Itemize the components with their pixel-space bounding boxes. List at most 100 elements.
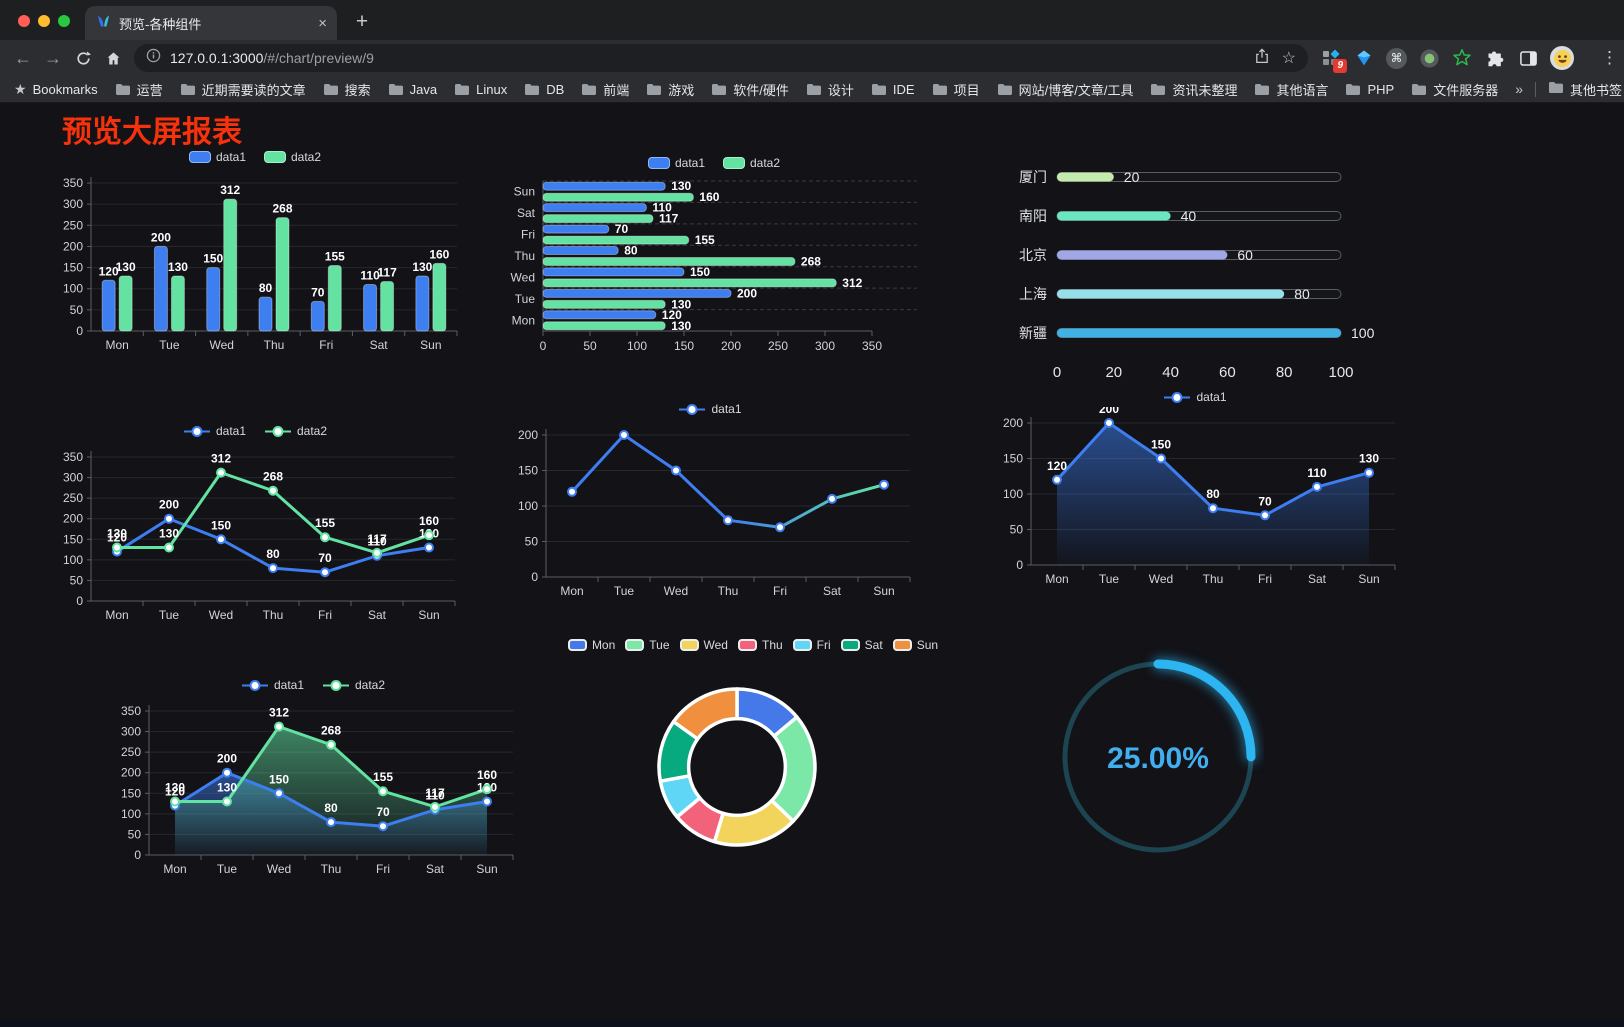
legend-item-data2[interactable]: data2	[264, 424, 327, 438]
forward-icon[interactable]: →	[44, 47, 62, 68]
other-bookmarks[interactable]: 其他书签	[1548, 80, 1622, 99]
chart-line-gradient[interactable]: data1 0 50 100 150 200 Mon Tue Wed Thu Fri Sat Sun	[500, 399, 920, 611]
bookmark-folder[interactable]: 软件/硬件	[711, 80, 789, 99]
legend-item-Sun[interactable]: Sun	[892, 638, 938, 652]
chart-line-area[interactable]: data1 0 50 100 150 200 Mon Tue Wed Thu Fri Sat Sun 1…	[985, 387, 1405, 599]
folder-icon	[1255, 83, 1270, 95]
tab-close-icon[interactable]: ×	[318, 14, 327, 32]
legend-item-data2[interactable]: data2	[723, 156, 780, 170]
extension-record-icon[interactable]	[1418, 47, 1440, 69]
legend-item-Thu[interactable]: Thu	[737, 638, 783, 652]
chart-canvas[interactable]: 0 50 100 150 200 250 300 350 Mon Tue Wed Thu Fri Sat S…	[45, 441, 465, 633]
bookmark-folder[interactable]: 近期需要读的文章	[180, 80, 306, 99]
bookmark-folder[interactable]: 项目	[932, 80, 980, 99]
close-window-icon[interactable]	[18, 15, 30, 27]
svg-text:Thu: Thu	[263, 608, 284, 622]
svg-text:250: 250	[63, 491, 83, 505]
chart-canvas[interactable]	[558, 655, 948, 873]
back-icon[interactable]: ←	[14, 47, 32, 68]
svg-text:70: 70	[1258, 494, 1272, 508]
maximize-window-icon[interactable]	[58, 15, 70, 27]
chart-progress-bars[interactable]: 厦门 20 南阳 40 北京 60 上海 80 新疆 100 0 20 40 60 80 100	[995, 151, 1395, 389]
legend-item-data1[interactable]: data1	[1163, 390, 1227, 404]
side-panel-icon[interactable]	[1517, 47, 1539, 69]
svg-text:Mon: Mon	[1045, 572, 1068, 586]
legend-item-Tue[interactable]: Tue	[625, 638, 670, 652]
folder-icon	[806, 83, 821, 95]
legend-item-data1[interactable]: data1	[678, 402, 742, 416]
extension-command-icon[interactable]: ⌘	[1386, 47, 1407, 69]
extension-grid-icon[interactable]: 9	[1320, 47, 1347, 73]
legend-item-data2[interactable]: data2	[264, 150, 321, 164]
reload-icon[interactable]	[68, 43, 98, 73]
svg-text:Fri: Fri	[521, 228, 535, 242]
chart-canvas[interactable]: 厦门 20 南阳 40 北京 60 上海 80 新疆 100 0 20 40 60 80 100	[995, 151, 1395, 389]
chart-area-two-series[interactable]: data1 data2 0 50 100 150 200 250 300 350 Mon Tue We…	[103, 675, 523, 889]
svg-text:Sat: Sat	[368, 608, 387, 622]
svg-text:350: 350	[63, 176, 83, 190]
legend-item-data1[interactable]: data1	[647, 156, 705, 170]
profile-avatar[interactable]	[1550, 46, 1574, 70]
svg-text:200: 200	[1099, 407, 1119, 416]
chart-gauge[interactable]: 25.00%	[1052, 647, 1264, 865]
bookmark-folder[interactable]: 前端	[581, 80, 629, 99]
chart-canvas[interactable]: 0 50 100 150 200 250 300 350 Mon Tue Wed Thu Fri Sat S…	[103, 695, 523, 887]
svg-text:50: 50	[70, 303, 84, 317]
chart-line-two-series[interactable]: data1 data2 0 50 100 150 200 250 300 350 Mon Tue We…	[45, 421, 465, 635]
bookmark-folder[interactable]: 文件服务器	[1411, 80, 1498, 99]
svg-text:120: 120	[107, 531, 127, 545]
bookmark-folder[interactable]: IDE	[871, 80, 915, 99]
bookmark-folder[interactable]: 设计	[806, 80, 854, 99]
address-bar[interactable]: 127.0.0.1:3000/#/chart/preview/9 ☆	[134, 44, 1308, 72]
share-icon[interactable]	[1254, 48, 1270, 69]
extension-green-star-icon[interactable]	[1451, 47, 1473, 69]
legend-item-Fri[interactable]: Fri	[792, 638, 831, 652]
svg-text:Sat: Sat	[517, 206, 536, 220]
extensions-puzzle-icon[interactable]	[1484, 47, 1506, 69]
legend-item-data1[interactable]: data1	[241, 678, 304, 692]
legend-item-data2[interactable]: data2	[322, 678, 385, 692]
bookmark-folder[interactable]: Java	[388, 80, 437, 99]
svg-text:110: 110	[360, 268, 380, 282]
bookmarks-root[interactable]: ★ Bookmarks	[14, 81, 98, 98]
chart-donut[interactable]: Mon Tue Wed Thu Fri Sat Sun	[558, 635, 948, 875]
chart-bar-vertical[interactable]: data1 data2 0 50 100 150 200 250 300 350 Mon Tue We…	[45, 147, 465, 363]
browser-menu-icon[interactable]: ⋮	[1601, 48, 1618, 67]
legend-item-data1[interactable]: data1	[188, 150, 246, 164]
svg-text:350: 350	[63, 450, 83, 464]
chart-canvas[interactable]: 0 50 100 150 200 Mon Tue Wed Thu Fri Sat Sun	[500, 419, 920, 609]
bookmark-folder[interactable]: 网站/博客/文章/工具	[997, 80, 1133, 99]
chart-bar-horizontal[interactable]: data1 data2 0 50 100 150 200 250 300 350 Sun 130 16…	[498, 153, 930, 367]
bookmark-star-icon[interactable]: ☆	[1281, 50, 1296, 67]
legend-item-Wed[interactable]: Wed	[679, 638, 728, 652]
minimize-window-icon[interactable]	[38, 15, 50, 27]
url-text[interactable]: 127.0.0.1:3000/#/chart/preview/9	[170, 50, 1245, 66]
site-info-icon[interactable]	[146, 48, 161, 68]
chart-canvas[interactable]: 25.00%	[1052, 647, 1264, 865]
home-icon[interactable]	[98, 43, 128, 73]
chart-canvas[interactable]: 0 50 100 150 200 250 300 350 Mon Tue Wed Thu Fri Sat S…	[45, 167, 465, 361]
bookmark-folder[interactable]: 运营	[115, 80, 163, 99]
bookmark-folder[interactable]: 游戏	[646, 80, 694, 99]
folder-icon	[582, 83, 597, 95]
bookmark-folder[interactable]: 搜索	[323, 80, 371, 99]
bookmark-folder[interactable]: PHP	[1345, 80, 1394, 99]
legend-item-Mon[interactable]: Mon	[567, 638, 615, 652]
legend-item-Sat[interactable]: Sat	[840, 638, 883, 652]
bookmark-folder[interactable]: DB	[524, 80, 564, 99]
svg-text:100: 100	[1351, 325, 1375, 341]
bookmark-folder[interactable]: 其他语言	[1254, 80, 1328, 99]
legend-item-data1[interactable]: data1	[183, 424, 246, 438]
svg-text:Mon: Mon	[105, 608, 128, 622]
new-tab-button[interactable]: +	[355, 10, 369, 33]
bookmark-folder[interactable]: Linux	[454, 80, 507, 99]
svg-text:Thu: Thu	[1203, 572, 1224, 586]
chart-canvas[interactable]: 0 50 100 150 200 Mon Tue Wed Thu Fri Sat Sun 120 200 1…	[985, 407, 1405, 597]
extension-gem-icon[interactable]	[1353, 47, 1375, 69]
bookmarks-overflow-icon[interactable]: »	[1515, 81, 1524, 97]
bookmark-folder[interactable]: 资讯未整理	[1150, 80, 1237, 99]
browser-tab[interactable]: 预览-各种组件 ×	[85, 6, 337, 40]
svg-text:80: 80	[1294, 286, 1310, 302]
bookmarks-bar: ★ Bookmarks 运营 近期需要读的文章 搜索 Java Linux DB 前端 游戏软…	[0, 76, 1624, 103]
